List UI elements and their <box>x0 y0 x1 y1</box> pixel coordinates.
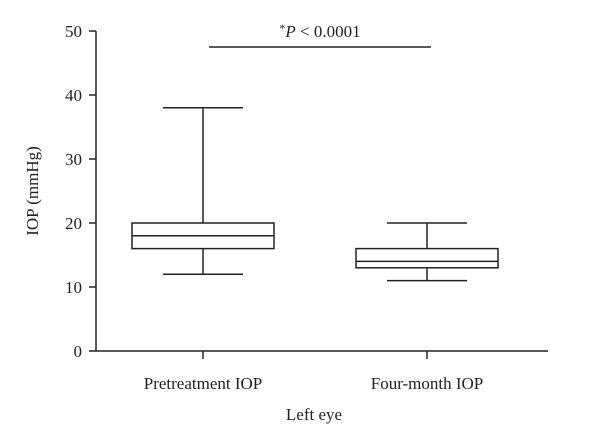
y-tick-label: 30 <box>65 150 82 169</box>
iqr-box <box>355 247 499 269</box>
y-tick-label: 40 <box>65 86 82 105</box>
x-tick-label: Pretreatment IOP <box>144 374 263 393</box>
y-tick-label: 20 <box>65 214 82 233</box>
box-2 <box>355 222 499 282</box>
y-tick-label: 10 <box>65 278 82 297</box>
significance-annotation: *P < 0.0001 <box>209 21 431 48</box>
boxes <box>131 107 499 282</box>
y-axis: 0 10 20 30 40 50 <box>65 22 97 361</box>
y-tick-label: 50 <box>65 22 82 41</box>
x-axis-title: Left eye <box>286 405 342 424</box>
significance-label: *P < 0.0001 <box>279 21 360 41</box>
y-tick-label: 0 <box>74 342 83 361</box>
p-value-text: < 0.0001 <box>296 22 361 41</box>
box-1 <box>131 107 275 275</box>
significance-star: * <box>279 21 285 35</box>
y-axis-title: IOP (mmHg) <box>23 146 42 236</box>
x-axis: Pretreatment IOP Four-month IOP <box>96 350 548 393</box>
p-symbol: P <box>284 22 295 41</box>
x-tick-label: Four-month IOP <box>371 374 484 393</box>
